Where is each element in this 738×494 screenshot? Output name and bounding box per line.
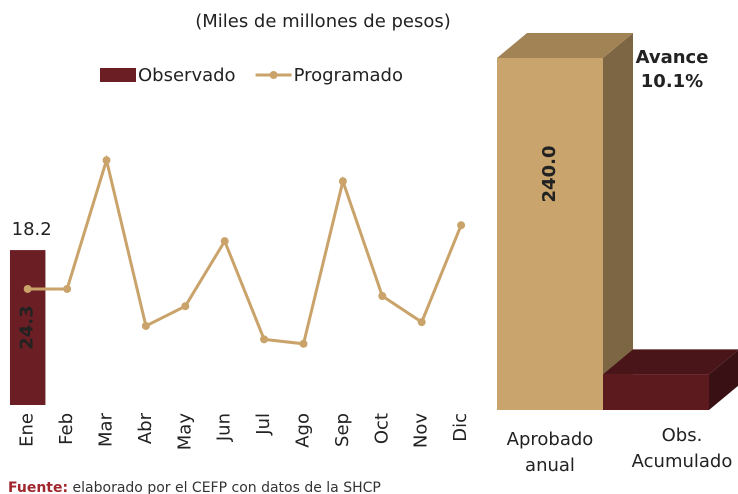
line-marker	[338, 177, 347, 186]
source-label: Fuente:	[8, 480, 68, 494]
bar	[603, 374, 709, 410]
bar-top	[603, 349, 738, 375]
bar-value-label: 240.0	[539, 146, 560, 203]
annotation: 10.1%	[641, 71, 703, 92]
bar-top	[497, 33, 633, 58]
x-tick-label: Nov	[411, 413, 432, 448]
line-marker	[299, 339, 308, 348]
x-tick-label: Aprobado anual	[507, 429, 594, 476]
legend-label: Programado	[294, 65, 403, 86]
x-tick-label: Sep	[332, 413, 353, 447]
x-tick-label: Obs. Acumulado	[632, 425, 733, 472]
x-tick-label: Mar	[96, 412, 117, 447]
source-text: elaborado por el CEFP con datos de la SH…	[73, 480, 381, 494]
source: Fuente: elaborado por el CEFP con datos …	[8, 480, 381, 494]
annotation: Avance	[636, 47, 709, 68]
line-value-label: 18.2	[12, 219, 52, 240]
line-marker	[141, 321, 150, 330]
x-tick-label: Dic	[450, 413, 471, 442]
x-tick-label: Feb	[56, 413, 77, 445]
bar	[497, 58, 603, 410]
x-tick-label: Ago	[293, 413, 314, 448]
line-marker	[181, 302, 190, 311]
line-marker	[417, 318, 426, 327]
bar-side	[709, 350, 738, 410]
line-marker	[378, 291, 387, 300]
line-marker	[63, 284, 72, 293]
x-tick-label: Abr	[135, 412, 156, 444]
x-tick-label: May	[174, 413, 195, 451]
bar	[9, 250, 46, 405]
x-tick-label: Jul	[253, 413, 274, 436]
bar-side	[603, 33, 633, 410]
legend-swatch	[100, 68, 136, 82]
bar-value-label: 24.3	[17, 305, 38, 349]
line-marker	[220, 237, 229, 246]
line-marker	[102, 156, 111, 165]
legend-swatch	[269, 71, 278, 79]
x-tick-label: Jun	[214, 413, 235, 442]
line	[27, 154, 463, 346]
x-tick-label: Oct	[371, 413, 392, 444]
legend-label: Observado	[138, 65, 236, 86]
line-marker	[23, 284, 32, 293]
chart-subtitle: (Miles de millones de pesos)	[195, 11, 451, 32]
line-marker	[457, 221, 466, 230]
x-tick-label: Ene	[17, 413, 38, 447]
line-marker	[260, 335, 269, 344]
